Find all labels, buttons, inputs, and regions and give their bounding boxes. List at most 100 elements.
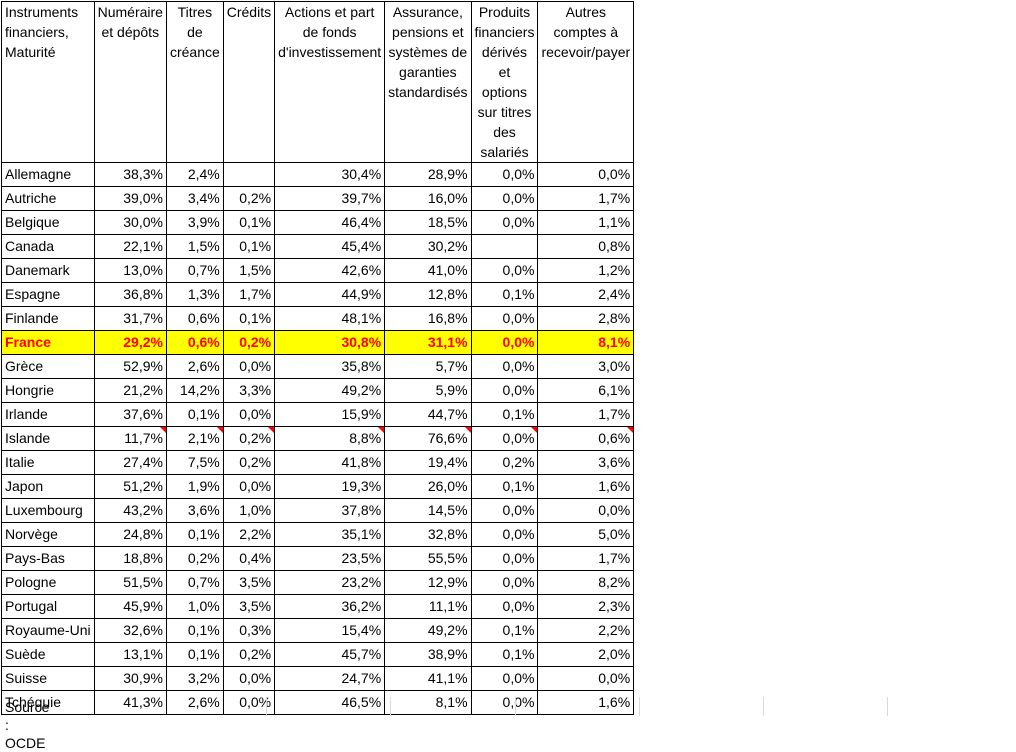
value-cell[interactable]: 0,0% bbox=[222, 354, 276, 379]
value-cell[interactable]: 0,0% bbox=[470, 666, 539, 691]
value-cell[interactable]: 0,0% bbox=[470, 354, 539, 379]
value-cell[interactable]: 12,9% bbox=[384, 570, 472, 595]
value-cell[interactable]: 15,4% bbox=[274, 618, 386, 643]
value-cell[interactable]: 14,5% bbox=[384, 498, 472, 523]
value-cell[interactable]: 1,7% bbox=[537, 186, 635, 211]
value-cell[interactable]: 0,0% bbox=[470, 570, 539, 595]
value-cell[interactable]: 76,6% bbox=[384, 426, 472, 451]
country-cell[interactable]: Pologne bbox=[1, 570, 95, 595]
value-cell[interactable]: 3,2% bbox=[165, 666, 224, 691]
value-cell[interactable]: 0,0% bbox=[222, 666, 276, 691]
value-cell[interactable]: 31,1% bbox=[384, 330, 472, 355]
value-cell[interactable]: 1,6% bbox=[537, 690, 635, 715]
value-cell[interactable]: 0,0% bbox=[470, 162, 539, 187]
value-cell[interactable]: 32,6% bbox=[93, 618, 167, 643]
value-cell[interactable]: 8,2% bbox=[537, 570, 635, 595]
value-cell[interactable]: 24,7% bbox=[274, 666, 386, 691]
header-cell-numeraire[interactable]: Numéraire et dépôts bbox=[93, 0, 167, 163]
value-cell[interactable]: 0,2% bbox=[470, 450, 539, 475]
value-cell[interactable]: 35,1% bbox=[274, 522, 386, 547]
value-cell[interactable]: 0,6% bbox=[165, 330, 224, 355]
header-cell-credits[interactable]: Crédits bbox=[222, 0, 276, 163]
value-cell[interactable]: 15,9% bbox=[274, 402, 386, 427]
value-cell[interactable]: 2,6% bbox=[165, 690, 224, 715]
value-cell[interactable]: 1,7% bbox=[537, 402, 635, 427]
country-cell[interactable]: Luxembourg bbox=[1, 498, 95, 523]
value-cell[interactable]: 0,0% bbox=[537, 666, 635, 691]
value-cell[interactable]: 0,3% bbox=[222, 618, 276, 643]
country-cell[interactable]: Espagne bbox=[1, 282, 95, 307]
comment-indicator-icon[interactable] bbox=[464, 427, 471, 433]
value-cell[interactable]: 0,1% bbox=[222, 234, 276, 259]
value-cell[interactable]: 0,0% bbox=[470, 522, 539, 547]
value-cell[interactable] bbox=[222, 162, 276, 187]
country-cell[interactable]: Canada bbox=[1, 234, 95, 259]
value-cell[interactable]: 1,7% bbox=[537, 546, 635, 571]
value-cell[interactable]: 3,6% bbox=[537, 450, 635, 475]
value-cell[interactable]: 2,4% bbox=[537, 282, 635, 307]
value-cell[interactable]: 0,1% bbox=[470, 282, 539, 307]
value-cell[interactable]: 26,0% bbox=[384, 474, 472, 499]
value-cell[interactable]: 19,3% bbox=[274, 474, 386, 499]
country-cell[interactable]: Royaume-Uni bbox=[1, 618, 95, 643]
value-cell[interactable]: 0,0% bbox=[222, 474, 276, 499]
value-cell[interactable]: 38,3% bbox=[93, 162, 167, 187]
value-cell[interactable]: 46,4% bbox=[274, 210, 386, 235]
value-cell[interactable]: 0,2% bbox=[222, 450, 276, 475]
value-cell[interactable]: 44,7% bbox=[384, 402, 472, 427]
country-cell[interactable]: France bbox=[1, 330, 95, 355]
value-cell[interactable]: 0,1% bbox=[470, 474, 539, 499]
value-cell[interactable]: 23,5% bbox=[274, 546, 386, 571]
value-cell[interactable]: 3,3% bbox=[222, 378, 276, 403]
value-cell[interactable]: 0,1% bbox=[165, 642, 224, 667]
value-cell[interactable]: 1,0% bbox=[165, 594, 224, 619]
value-cell[interactable]: 51,2% bbox=[93, 474, 167, 499]
value-cell[interactable]: 2,1% bbox=[165, 426, 224, 451]
value-cell[interactable]: 12,8% bbox=[384, 282, 472, 307]
value-cell[interactable]: 0,1% bbox=[470, 642, 539, 667]
value-cell[interactable]: 1,3% bbox=[165, 282, 224, 307]
country-cell[interactable]: Autriche bbox=[1, 186, 95, 211]
value-cell[interactable]: 0,1% bbox=[222, 306, 276, 331]
value-cell[interactable]: 3,5% bbox=[222, 570, 276, 595]
value-cell[interactable]: 1,5% bbox=[165, 234, 224, 259]
value-cell[interactable]: 45,7% bbox=[274, 642, 386, 667]
value-cell[interactable]: 0,0% bbox=[470, 426, 539, 451]
value-cell[interactable]: 41,3% bbox=[93, 690, 167, 715]
value-cell[interactable]: 19,4% bbox=[384, 450, 472, 475]
value-cell[interactable]: 29,2% bbox=[93, 330, 167, 355]
header-cell-autres[interactable]: Autres comptes à recevoir/payer bbox=[537, 0, 635, 163]
value-cell[interactable]: 3,0% bbox=[537, 354, 635, 379]
value-cell[interactable]: 49,2% bbox=[384, 618, 472, 643]
country-cell[interactable]: Pays-Bas bbox=[1, 546, 95, 571]
value-cell[interactable]: 11,1% bbox=[384, 594, 472, 619]
value-cell[interactable]: 0,0% bbox=[222, 402, 276, 427]
value-cell[interactable]: 44,9% bbox=[274, 282, 386, 307]
country-cell[interactable]: Finlande bbox=[1, 306, 95, 331]
value-cell[interactable]: 36,2% bbox=[274, 594, 386, 619]
value-cell[interactable]: 2,3% bbox=[537, 594, 635, 619]
value-cell[interactable]: 0,0% bbox=[470, 210, 539, 235]
value-cell[interactable]: 37,8% bbox=[274, 498, 386, 523]
value-cell[interactable]: 1,5% bbox=[222, 258, 276, 283]
value-cell[interactable]: 0,4% bbox=[222, 546, 276, 571]
country-cell[interactable]: Irlande bbox=[1, 402, 95, 427]
value-cell[interactable]: 0,2% bbox=[222, 426, 276, 451]
value-cell[interactable]: 0,2% bbox=[222, 642, 276, 667]
country-cell[interactable]: Norvège bbox=[1, 522, 95, 547]
value-cell[interactable]: 0,0% bbox=[537, 162, 635, 187]
value-cell[interactable]: 52,9% bbox=[93, 354, 167, 379]
value-cell[interactable]: 16,8% bbox=[384, 306, 472, 331]
country-cell[interactable]: Portugal bbox=[1, 594, 95, 619]
value-cell[interactable]: 1,1% bbox=[537, 210, 635, 235]
value-cell[interactable]: 0,0% bbox=[537, 498, 635, 523]
value-cell[interactable]: 18,5% bbox=[384, 210, 472, 235]
value-cell[interactable]: 45,9% bbox=[93, 594, 167, 619]
value-cell[interactable]: 5,7% bbox=[384, 354, 472, 379]
header-cell-instruments[interactable]: Instruments financiers, Maturité bbox=[1, 1, 95, 163]
country-cell[interactable]: Suisse bbox=[1, 666, 95, 691]
value-cell[interactable]: 35,8% bbox=[274, 354, 386, 379]
value-cell[interactable]: 14,2% bbox=[165, 378, 224, 403]
value-cell[interactable]: 1,7% bbox=[222, 282, 276, 307]
value-cell[interactable]: 0,7% bbox=[165, 570, 224, 595]
